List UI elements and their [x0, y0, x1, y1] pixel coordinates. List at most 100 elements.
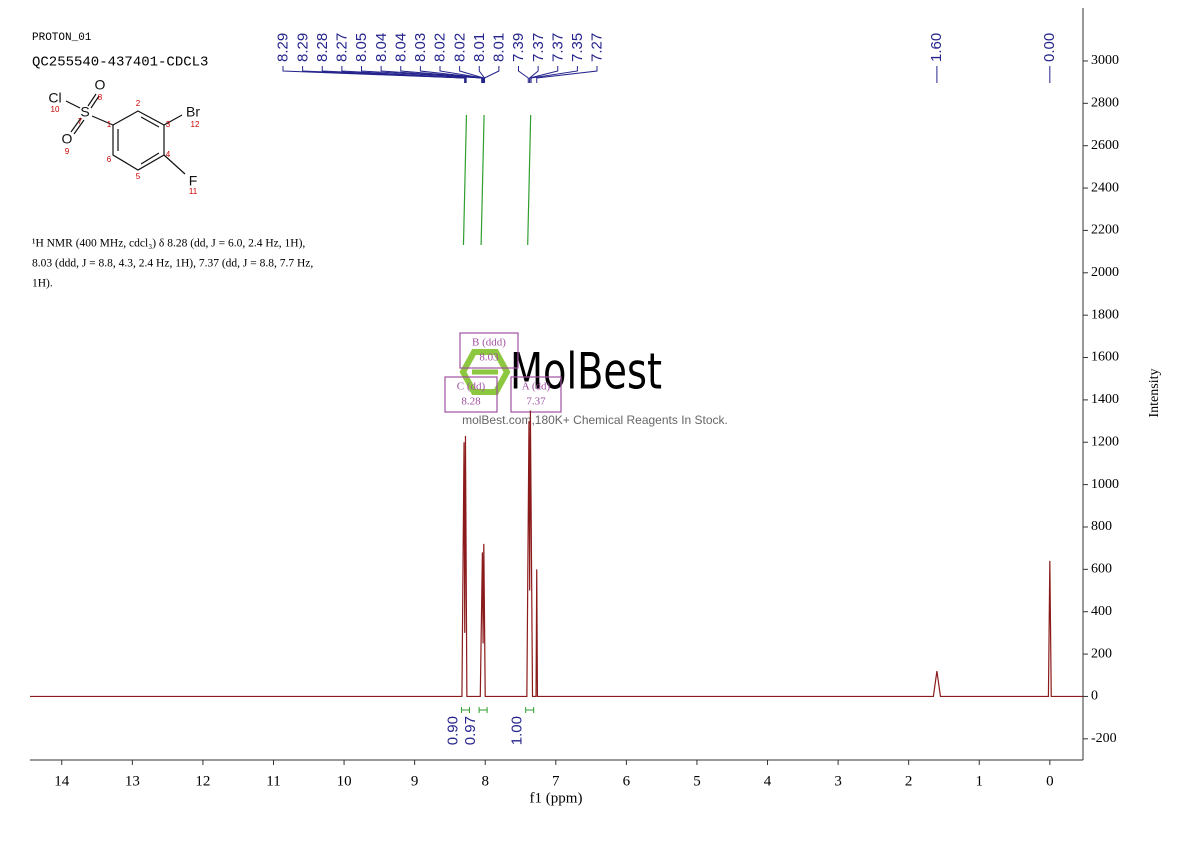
description-line: 8.03 (ddd, J = 8.8, 4.3, 2.4 Hz, 1H), 7.…: [32, 258, 313, 270]
peak-label: 8.04: [392, 33, 409, 62]
x-tick-label: 7: [552, 773, 560, 789]
y-tick-label: 1600: [1091, 350, 1119, 365]
peak-connector: [400, 66, 483, 83]
y-tick-label: 1800: [1091, 307, 1119, 322]
atom-label: 9: [65, 147, 70, 156]
peak-label: 8.27: [334, 33, 351, 62]
y-tick-label: 2400: [1091, 180, 1119, 195]
atom-label: S: [80, 104, 89, 120]
watermark-brand: MolBest: [510, 343, 662, 401]
x-tick-label: 0: [1046, 773, 1054, 789]
x-tick-label: 2: [905, 773, 913, 789]
integral-bracket: [460, 707, 470, 713]
atom-label: 4: [166, 150, 171, 159]
multiplet-box: [444, 376, 498, 413]
multiplet-name: C (dd): [457, 381, 486, 393]
peak-label: 8.29: [294, 33, 311, 62]
peak-label: 8.02: [451, 33, 468, 62]
x-tick-label: 3: [834, 773, 842, 789]
multiplet-box: [459, 332, 519, 369]
peak-label: 8.01: [491, 33, 508, 62]
atom-label: 10: [51, 105, 60, 114]
multiplet-name: A (dd): [522, 381, 551, 393]
atom-label: 5: [136, 172, 141, 181]
peak-label: 8.28: [314, 33, 331, 62]
peak-connector: [484, 66, 500, 83]
peak-connector: [321, 66, 466, 83]
peak-connector: [459, 66, 485, 83]
multiplet-shift: 8.03: [479, 352, 499, 364]
atom-label: Cl: [48, 90, 61, 106]
y-tick-label: 3000: [1091, 53, 1119, 68]
multiplet-shift: 8.28: [461, 396, 481, 408]
multiplet-name: B (ddd): [472, 337, 506, 349]
header-line: PROTON_01: [32, 32, 92, 44]
atom-label: 11: [189, 187, 198, 196]
atom-label: Br: [186, 104, 200, 120]
peak-label: 8.29: [275, 33, 292, 62]
y-tick-label: 1400: [1091, 392, 1119, 407]
y-tick-label: 600: [1091, 562, 1112, 577]
x-tick-label: 11: [266, 773, 280, 789]
peak-label: 8.02: [432, 33, 449, 62]
integral-label: 1.00: [509, 716, 526, 745]
x-tick-label: 9: [411, 773, 419, 789]
x-tick-label: 4: [764, 773, 772, 789]
peak-label: 8.03: [412, 33, 429, 62]
x-axis-label: f1 (ppm): [530, 790, 583, 806]
y-tick-label: 200: [1091, 646, 1112, 661]
x-tick-label: 12: [195, 773, 210, 789]
atom-label: F: [189, 173, 198, 189]
atom-label: 2: [136, 99, 141, 108]
peak-label: 8.04: [373, 33, 390, 62]
multiplet-box: [510, 376, 562, 413]
description-line: 1H).: [32, 278, 53, 290]
y-tick-label: 1000: [1091, 477, 1119, 492]
peak-label: 8.05: [353, 33, 370, 62]
peak-label: 8.01: [471, 33, 488, 62]
integral-label: 0.90: [444, 716, 461, 745]
x-tick-label: 8: [481, 773, 489, 789]
x-tick-label: 5: [693, 773, 701, 789]
integral-curve: [480, 114, 485, 246]
x-tick-label: 13: [125, 773, 140, 789]
y-tick-label: 800: [1091, 519, 1112, 534]
integral-curve: [462, 114, 468, 246]
x-tick-label: 14: [54, 773, 70, 789]
peak-connector: [536, 66, 598, 83]
peak-connector: [530, 66, 578, 83]
atom-label: 12: [191, 120, 200, 129]
x-tick-label: 1: [976, 773, 984, 789]
y-tick-label: 2600: [1091, 138, 1119, 153]
y-tick-label: 2800: [1091, 96, 1119, 111]
y-tick-label: 2000: [1091, 265, 1119, 280]
multiplet-shift: 7.37: [526, 396, 546, 408]
structure-bonds: [65, 93, 186, 175]
peak-connector: [419, 66, 484, 83]
y-tick-label: -200: [1091, 731, 1117, 746]
watermark: [459, 349, 511, 395]
atom-label: 3: [166, 120, 171, 129]
atom-label: 1: [107, 120, 112, 129]
peak-connector: [518, 66, 529, 83]
integral-label: 0.97: [462, 716, 479, 745]
peak-connector: [361, 66, 483, 83]
peak-label: 7.37: [549, 33, 566, 62]
atom-label: O: [62, 131, 73, 147]
integral-bracket: [525, 707, 535, 713]
y-tick-label: 1200: [1091, 434, 1119, 449]
integral-bracket: [478, 707, 488, 713]
peak-connector: [529, 66, 559, 83]
peak-label: 0.00: [1041, 33, 1058, 62]
atom-label: 7: [78, 117, 83, 126]
x-tick-label: 6: [623, 773, 631, 789]
peak-label: 7.39: [510, 33, 527, 62]
x-tick-label: 10: [337, 773, 352, 789]
peak-label: 7.35: [569, 33, 586, 62]
atom-label: 6: [107, 155, 112, 164]
atom-label: 8: [98, 93, 103, 102]
y-tick-label: 2200: [1091, 223, 1119, 238]
y-axis-label: Intensity: [1147, 369, 1162, 418]
integral-curve: [527, 114, 532, 246]
